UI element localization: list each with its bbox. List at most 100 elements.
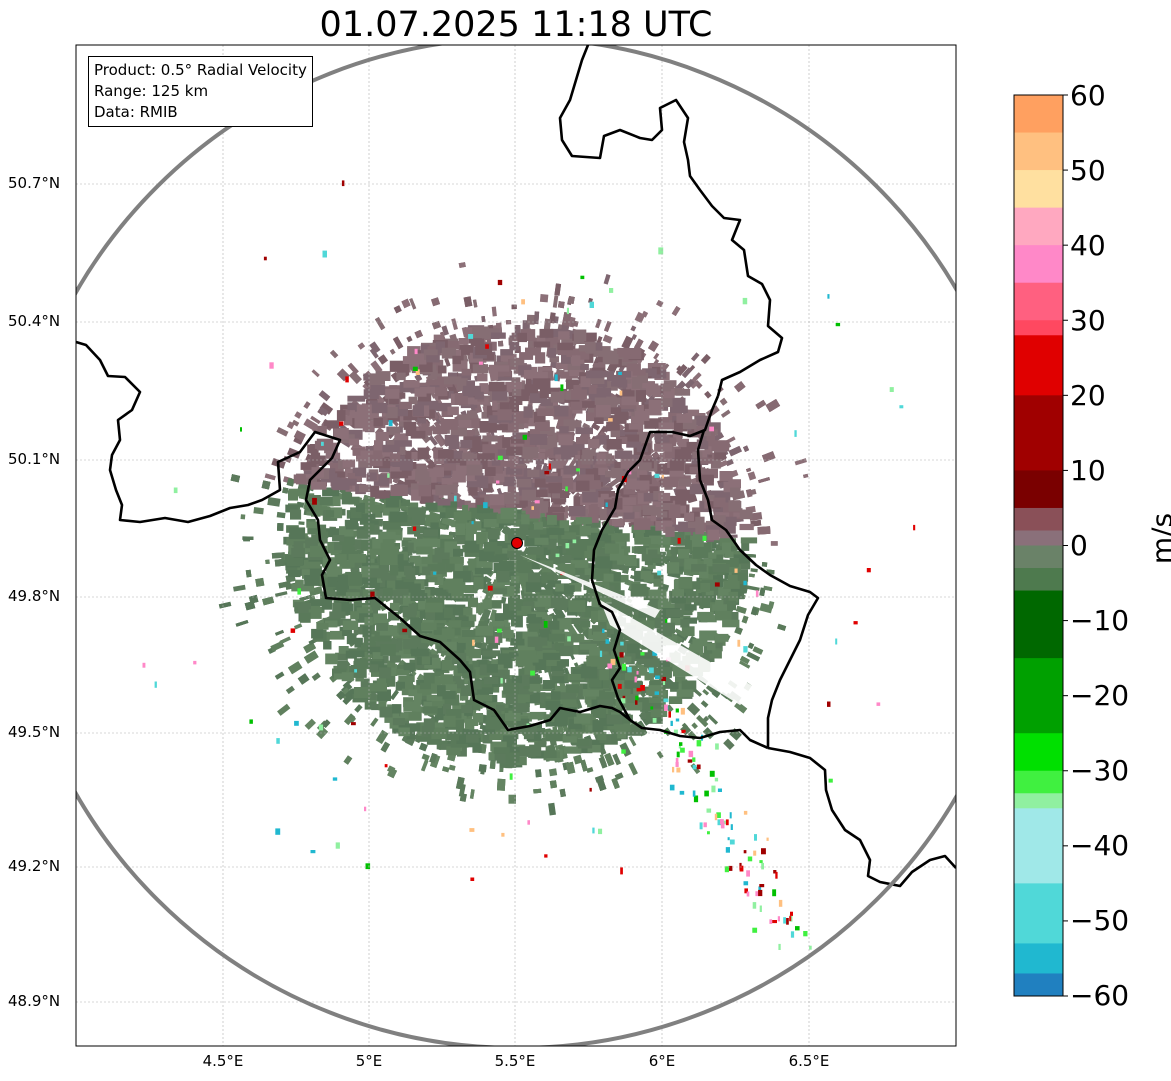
velocity-echo — [508, 594, 521, 604]
velocity-echo — [456, 378, 468, 391]
velocity-echo — [502, 629, 514, 639]
velocity-echo — [542, 334, 554, 345]
velocity-echo — [334, 542, 346, 551]
velocity-echo — [294, 411, 303, 419]
velocity-echo — [609, 581, 621, 591]
velocity-echo — [482, 734, 493, 744]
velocity-echo — [701, 652, 715, 662]
velocity-echo — [652, 556, 668, 563]
velocity-echo — [367, 504, 384, 512]
velocity-echo — [573, 621, 586, 634]
velocity-echo — [609, 559, 625, 570]
velocity-echo — [373, 474, 390, 486]
velocity-echo — [740, 537, 758, 544]
velocity-echo — [537, 366, 553, 375]
velocity-echo — [678, 438, 689, 448]
velocity-echo — [523, 601, 538, 609]
velocity-echo — [440, 534, 453, 541]
velocity-echo — [657, 534, 670, 545]
velocity-echo — [517, 332, 527, 343]
velocity-echo — [488, 535, 498, 545]
velocity-echo — [365, 446, 381, 454]
velocity-echo — [565, 761, 576, 775]
velocity-echo — [480, 608, 492, 622]
velocity-echo — [459, 446, 468, 459]
velocity-echo — [429, 752, 438, 764]
velocity-echo — [354, 637, 363, 648]
velocity-echo — [686, 702, 701, 716]
velocity-echo — [394, 641, 408, 653]
velocity-echo — [406, 335, 413, 343]
velocity-echo — [274, 591, 288, 598]
velocity-echo — [352, 694, 369, 703]
velocity-echo — [286, 537, 301, 546]
velocity-echo — [675, 388, 691, 396]
velocity-echo — [488, 752, 497, 761]
velocity-echo — [526, 731, 542, 741]
velocity-echo — [516, 477, 532, 488]
velocity-echo — [521, 489, 538, 502]
velocity-echo — [374, 316, 386, 331]
velocity-echo — [555, 685, 567, 693]
velocity-echo — [707, 714, 719, 725]
velocity-echo — [342, 409, 352, 416]
velocity-echo — [476, 603, 485, 614]
velocity-echo — [594, 417, 604, 424]
velocity-echo — [293, 436, 304, 445]
velocity-echo — [580, 759, 588, 772]
velocity-echo — [353, 626, 368, 635]
velocity-echo — [244, 601, 256, 611]
velocity-echo — [492, 624, 505, 632]
velocity-echo — [459, 793, 467, 802]
velocity-echo — [363, 499, 375, 509]
velocity-echo — [599, 508, 608, 521]
velocity-echo — [507, 481, 516, 493]
velocity-echo — [411, 602, 424, 611]
velocity-echo — [634, 531, 645, 542]
velocity-echo — [700, 468, 718, 479]
velocity-echo — [434, 453, 446, 465]
velocity-echo — [489, 504, 502, 514]
velocity-echo — [367, 641, 385, 652]
velocity-echo — [540, 398, 553, 406]
velocity-echo — [384, 713, 400, 723]
velocity-echo — [382, 521, 401, 530]
velocity-echo — [459, 500, 471, 509]
velocity-echo — [442, 766, 450, 773]
velocity-echo — [488, 640, 499, 649]
velocity-echo — [444, 435, 459, 446]
velocity-echo — [750, 488, 757, 496]
velocity-echo — [262, 596, 275, 606]
velocity-echo — [697, 611, 714, 621]
velocity-echo — [314, 501, 324, 511]
velocity-echo — [332, 496, 341, 507]
velocity-echo — [557, 534, 569, 545]
velocity-echo — [671, 592, 686, 604]
velocity-echo — [676, 364, 688, 376]
velocity-echo — [458, 373, 471, 381]
velocity-echo — [300, 612, 311, 623]
velocity-echo — [665, 446, 683, 458]
velocity-echo — [480, 769, 485, 775]
velocity-echo — [496, 778, 506, 791]
velocity-echo — [590, 739, 605, 751]
velocity-echo — [466, 614, 477, 622]
velocity-echo — [240, 514, 246, 520]
velocity-echo — [690, 372, 702, 384]
velocity-echo — [245, 569, 252, 578]
velocity-echo — [590, 640, 604, 647]
velocity-echo — [472, 364, 488, 373]
velocity-echo — [536, 501, 549, 513]
velocity-echo — [684, 604, 697, 611]
velocity-echo — [376, 590, 388, 599]
velocity-echo — [489, 609, 497, 622]
velocity-echo — [500, 460, 516, 467]
velocity-echo — [719, 397, 728, 406]
velocity-echo — [752, 646, 764, 655]
velocity-echo — [488, 600, 502, 609]
velocity-echo — [555, 583, 564, 592]
velocity-echo — [517, 456, 525, 466]
velocity-echo — [467, 515, 476, 527]
velocity-echo — [573, 754, 583, 765]
velocity-echo — [462, 505, 474, 515]
